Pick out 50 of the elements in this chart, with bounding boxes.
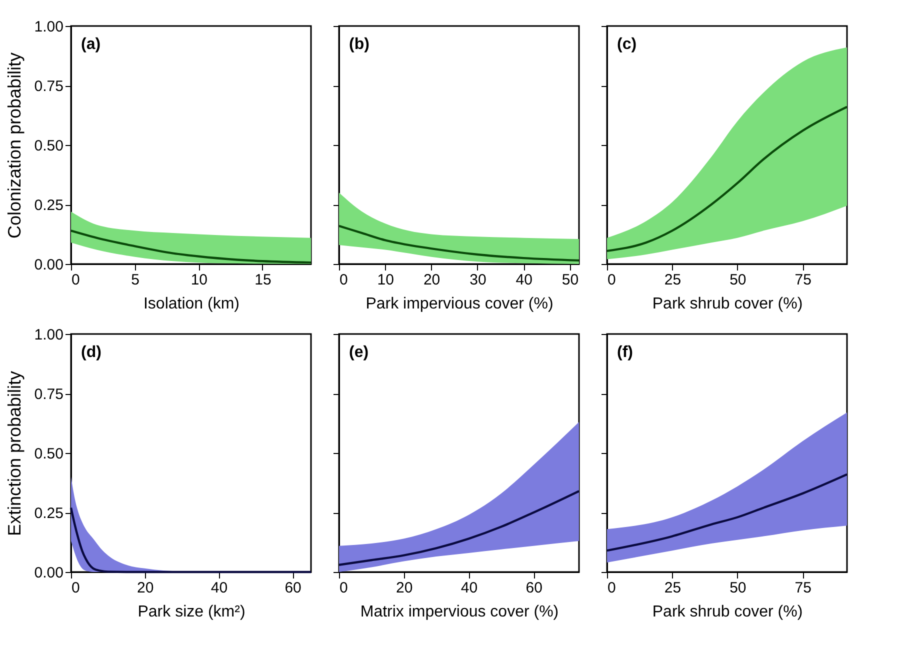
x-tick-label: 40 bbox=[516, 272, 532, 288]
x-tick-label: 0 bbox=[340, 580, 348, 596]
y-tick-label: 0.50 bbox=[34, 446, 64, 462]
annotation: (c) bbox=[617, 36, 637, 53]
x-tick-label: 5 bbox=[131, 272, 140, 288]
y-tick-label: 1.00 bbox=[34, 326, 64, 344]
y-axis-title: Colonization probability bbox=[4, 52, 24, 239]
annotation: (e) bbox=[349, 344, 369, 361]
x-tick-label: 50 bbox=[730, 580, 746, 596]
x-tick-label: 0 bbox=[340, 272, 348, 288]
x-tick-label: 0 bbox=[72, 272, 80, 288]
x-tick-label: 25 bbox=[664, 272, 682, 288]
x-tick-label: 60 bbox=[526, 580, 542, 596]
y-tick-label: 0.75 bbox=[34, 386, 64, 403]
x-tick-label: 50 bbox=[730, 272, 746, 288]
annotation: (b) bbox=[349, 36, 370, 53]
x-tick-label: 10 bbox=[377, 272, 394, 288]
x-axis-title: Park size (km²) bbox=[138, 604, 246, 620]
x-tick-label: 50 bbox=[562, 272, 579, 288]
y-tick-label: 0.25 bbox=[34, 197, 64, 214]
y-tick-label: 1.00 bbox=[34, 18, 64, 36]
x-axis-title: Park shrub cover (%) bbox=[652, 604, 803, 620]
x-axis-title: Matrix impervious cover (%) bbox=[360, 604, 559, 620]
x-axis-title: Isolation (km) bbox=[143, 296, 240, 312]
x-tick-label: 0 bbox=[608, 580, 616, 596]
x-tick-label: 25 bbox=[664, 580, 682, 596]
x-tick-label: 20 bbox=[423, 272, 440, 288]
x-axis-title: Park shrub cover (%) bbox=[652, 296, 803, 312]
x-tick-label: 20 bbox=[137, 580, 154, 596]
x-tick-label: 0 bbox=[72, 580, 80, 596]
y-tick-label: 0.50 bbox=[34, 138, 64, 154]
y-tick-label: 0.75 bbox=[34, 78, 64, 95]
x-tick-label: 40 bbox=[460, 580, 478, 596]
y-tick-label: 0.00 bbox=[34, 564, 64, 582]
x-tick-label: 10 bbox=[190, 272, 208, 288]
x-tick-label: 40 bbox=[210, 580, 228, 596]
x-tick-label: 60 bbox=[284, 580, 302, 596]
annotation: (a) bbox=[81, 36, 101, 53]
y-tick-label: 0.25 bbox=[34, 505, 64, 522]
x-tick-label: 20 bbox=[396, 580, 413, 596]
x-axis-title: Park impervious cover (%) bbox=[366, 296, 554, 312]
annotation: (f) bbox=[617, 344, 633, 361]
y-tick-label: 0.00 bbox=[34, 256, 64, 274]
x-tick-label: 30 bbox=[470, 272, 486, 288]
x-tick-label: 15 bbox=[254, 272, 272, 288]
x-tick-label: 75 bbox=[794, 580, 812, 596]
x-tick-label: 0 bbox=[608, 272, 616, 288]
annotation: (d) bbox=[81, 344, 102, 361]
y-axis-title: Extinction probability bbox=[4, 370, 24, 536]
x-tick-label: 75 bbox=[794, 272, 812, 288]
